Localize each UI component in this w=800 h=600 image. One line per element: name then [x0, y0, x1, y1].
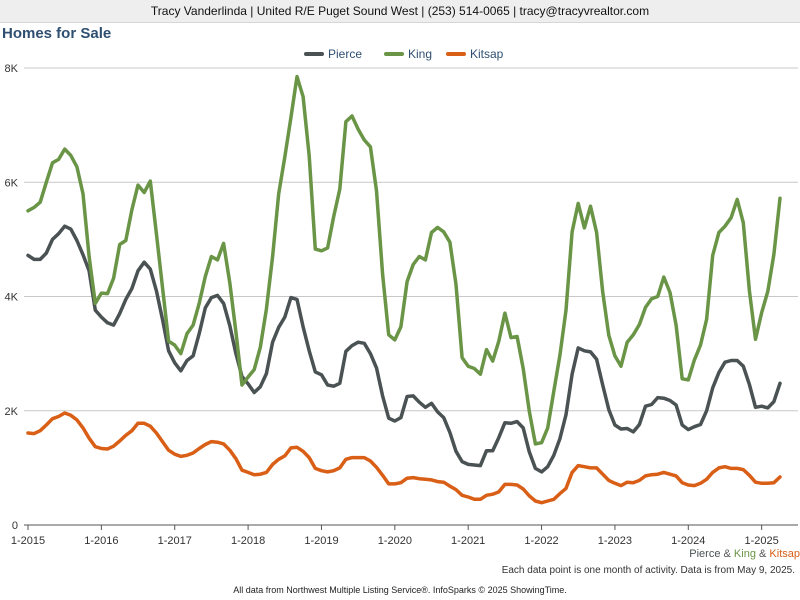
series-footer-separator-2: &: [759, 548, 767, 560]
footer-credit: All data from Northwest Multiple Listing…: [233, 585, 567, 595]
y-tick-label: 6K: [5, 177, 19, 189]
series-footer-kitsap: Kitsap: [769, 548, 800, 560]
series-footer-separator-1: &: [723, 548, 731, 560]
x-tick-label: 1-2021: [451, 535, 485, 547]
x-tick-label: 1-2018: [231, 535, 265, 547]
x-tick-label: 1-2016: [84, 535, 118, 547]
series-footer-pierce: Pierce: [689, 548, 721, 560]
y-tick-label: 2K: [5, 406, 19, 418]
x-tick-label: 1-2025: [745, 535, 779, 547]
y-tick-label: 4K: [5, 292, 19, 304]
x-tick-label: 1-2017: [158, 535, 192, 547]
x-tick-label: 1-2015: [11, 535, 45, 547]
x-tick-label: 1-2023: [598, 535, 632, 547]
x-tick-label: 1-2024: [671, 535, 705, 547]
page-title: Homes for Sale: [2, 25, 112, 42]
x-tick-label: 1-2022: [524, 535, 558, 547]
series-footer-legend: Pierce & King & Kitsap: [689, 548, 800, 560]
legend-label-kitsap: Kitsap: [470, 47, 504, 61]
x-tick-label: 1-2020: [378, 535, 412, 547]
header-contact-text: Tracy Vanderlinda | United R/E Puget Sou…: [150, 4, 650, 18]
legend-label-pierce: Pierce: [328, 47, 362, 61]
series-line-king: [26, 74, 782, 446]
header-contact-bar: Tracy Vanderlinda | United R/E Puget Sou…: [0, 0, 800, 23]
series-line-pierce: [26, 224, 782, 474]
legend-label-king: King: [408, 47, 432, 61]
series-footer-king: King: [733, 548, 756, 560]
y-tick-label: 8K: [5, 63, 19, 75]
y-tick-label: 0: [12, 520, 18, 532]
series-line-kitsap: [26, 411, 782, 505]
footer-note: Each data point is one month of activity…: [501, 565, 795, 576]
x-tick-label: 1-2019: [304, 535, 338, 547]
